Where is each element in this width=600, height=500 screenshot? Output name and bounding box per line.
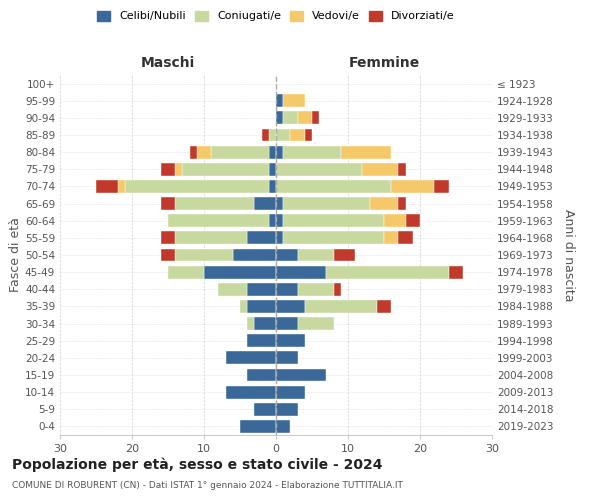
Bar: [334, 248, 355, 262]
Bar: [247, 283, 276, 296]
Bar: [276, 128, 290, 141]
Bar: [398, 163, 406, 175]
Legend: Celibi/Nubili, Coniugati/e, Vedovi/e, Divorziati/e: Celibi/Nubili, Coniugati/e, Vedovi/e, Di…: [97, 10, 455, 22]
Bar: [247, 368, 276, 382]
Bar: [276, 146, 283, 158]
Text: COMUNE DI ROBURENT (CN) - Dati ISTAT 1° gennaio 2024 - Elaborazione TUTTITALIA.I: COMUNE DI ROBURENT (CN) - Dati ISTAT 1° …: [12, 481, 403, 490]
Bar: [305, 300, 377, 313]
Bar: [305, 128, 312, 141]
Bar: [398, 232, 413, 244]
Text: Popolazione per età, sesso e stato civile - 2024: Popolazione per età, sesso e stato civil…: [12, 458, 383, 472]
Bar: [161, 232, 175, 244]
Bar: [161, 197, 175, 210]
Bar: [283, 197, 370, 210]
Bar: [334, 283, 341, 296]
Bar: [449, 266, 463, 278]
Bar: [125, 180, 269, 193]
Bar: [362, 163, 398, 175]
Text: Maschi: Maschi: [141, 56, 195, 70]
Bar: [276, 352, 298, 364]
Bar: [118, 180, 125, 193]
Bar: [276, 420, 290, 433]
Y-axis label: Fasce di età: Fasce di età: [9, 218, 22, 292]
Y-axis label: Anni di nascita: Anni di nascita: [562, 209, 575, 301]
Bar: [276, 112, 283, 124]
Bar: [269, 128, 276, 141]
Bar: [197, 146, 211, 158]
Bar: [276, 386, 305, 398]
Bar: [211, 146, 269, 158]
Bar: [161, 248, 175, 262]
Bar: [283, 146, 341, 158]
Bar: [298, 112, 312, 124]
Bar: [175, 163, 182, 175]
Bar: [269, 146, 276, 158]
Bar: [254, 317, 276, 330]
Bar: [384, 232, 398, 244]
Bar: [204, 266, 276, 278]
Bar: [326, 266, 449, 278]
Bar: [175, 197, 254, 210]
Bar: [276, 403, 298, 415]
Bar: [240, 300, 247, 313]
Bar: [298, 317, 334, 330]
Bar: [276, 94, 283, 107]
Bar: [247, 334, 276, 347]
Bar: [276, 283, 298, 296]
Bar: [218, 283, 247, 296]
Bar: [254, 403, 276, 415]
Bar: [262, 128, 269, 141]
Bar: [254, 197, 276, 210]
Bar: [247, 232, 276, 244]
Bar: [269, 180, 276, 193]
Bar: [391, 180, 434, 193]
Bar: [406, 214, 420, 227]
Bar: [384, 214, 406, 227]
Bar: [226, 352, 276, 364]
Bar: [341, 146, 391, 158]
Bar: [283, 232, 384, 244]
Bar: [168, 266, 204, 278]
Bar: [247, 300, 276, 313]
Bar: [276, 214, 283, 227]
Bar: [298, 248, 334, 262]
Bar: [276, 180, 391, 193]
Bar: [283, 94, 305, 107]
Bar: [161, 163, 175, 175]
Bar: [168, 214, 269, 227]
Text: Femmine: Femmine: [349, 56, 419, 70]
Bar: [240, 420, 276, 433]
Bar: [276, 248, 298, 262]
Bar: [283, 112, 298, 124]
Bar: [233, 248, 276, 262]
Bar: [190, 146, 197, 158]
Bar: [175, 248, 233, 262]
Bar: [96, 180, 118, 193]
Bar: [269, 163, 276, 175]
Bar: [276, 300, 305, 313]
Bar: [276, 232, 283, 244]
Bar: [247, 317, 254, 330]
Bar: [312, 112, 319, 124]
Bar: [298, 283, 334, 296]
Bar: [398, 197, 406, 210]
Bar: [182, 163, 269, 175]
Bar: [276, 334, 305, 347]
Bar: [276, 163, 362, 175]
Bar: [226, 386, 276, 398]
Bar: [269, 214, 276, 227]
Bar: [276, 317, 298, 330]
Bar: [290, 128, 305, 141]
Bar: [175, 232, 247, 244]
Bar: [276, 368, 326, 382]
Bar: [283, 214, 384, 227]
Bar: [276, 266, 326, 278]
Bar: [434, 180, 449, 193]
Bar: [370, 197, 398, 210]
Bar: [377, 300, 391, 313]
Bar: [276, 197, 283, 210]
